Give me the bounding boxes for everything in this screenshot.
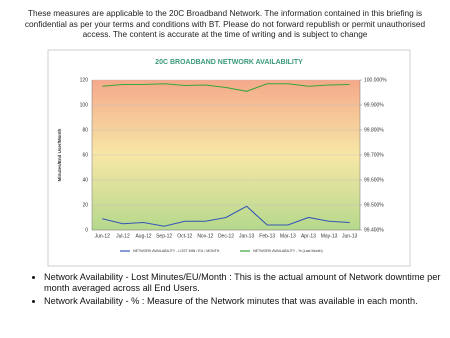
x-tick-label: Oct-12: [177, 233, 192, 239]
x-tick-label: Sep-12: [156, 233, 172, 239]
bullet: Network Availability - % : Measure of th…: [44, 296, 444, 307]
y2-tick-label: 99.900%: [364, 102, 384, 108]
x-tick-label: May-13: [321, 233, 338, 239]
legend-label: NETWORK AVAILABILITY - % (Last Month): [253, 249, 323, 253]
y-tick-label: 80: [82, 127, 88, 133]
y-axis-label: Minutes/End User/Month: [57, 128, 62, 181]
y2-tick-label: 99.600%: [364, 177, 384, 183]
series-line: [102, 83, 350, 92]
chart-title: 20C BROADBAND NETWORK AVAILABILITY: [155, 59, 303, 66]
y-tick-label: 100: [80, 102, 89, 108]
bullet-list: Network Availability - Lost Minutes/EU/M…: [28, 272, 444, 309]
x-tick-label: Aug-12: [135, 233, 151, 239]
x-tick-label: Jan-13: [239, 233, 255, 239]
x-tick-label: Jun-13: [342, 233, 358, 239]
header-text: These measures are applicable to the 20C…: [24, 8, 426, 39]
y2-tick-label: 99.500%: [364, 202, 384, 208]
x-tick-label: Feb-13: [259, 233, 275, 239]
y2-tick-label: 100.000%: [364, 77, 387, 83]
x-tick-label: Mar-13: [280, 233, 296, 239]
y-tick-label: 40: [82, 177, 88, 183]
y-tick-label: 120: [80, 77, 89, 83]
x-tick-label: Nov-12: [197, 233, 213, 239]
x-tick-label: Jul-12: [116, 233, 130, 239]
legend-label: NETWORK AVAILABILITY - LOST MIN / EU / M…: [133, 249, 220, 253]
y-tick-label: 20: [82, 202, 88, 208]
y2-tick-label: 99.700%: [364, 152, 384, 158]
x-tick-label: Jun-12: [95, 233, 111, 239]
series-line: [102, 205, 350, 227]
bullet: Network Availability - Lost Minutes/EU/M…: [44, 272, 444, 294]
chart: 20C BROADBAND NETWORK AVAILABILITY Minut…: [47, 49, 411, 267]
y-tick-label: 0: [85, 227, 88, 233]
y2-tick-label: 99.400%: [364, 227, 384, 233]
y2-tick-label: 99.800%: [364, 127, 384, 133]
x-tick-label: Apr-13: [301, 233, 316, 239]
x-tick-label: Dec-12: [218, 233, 234, 239]
y-tick-label: 60: [82, 152, 88, 158]
